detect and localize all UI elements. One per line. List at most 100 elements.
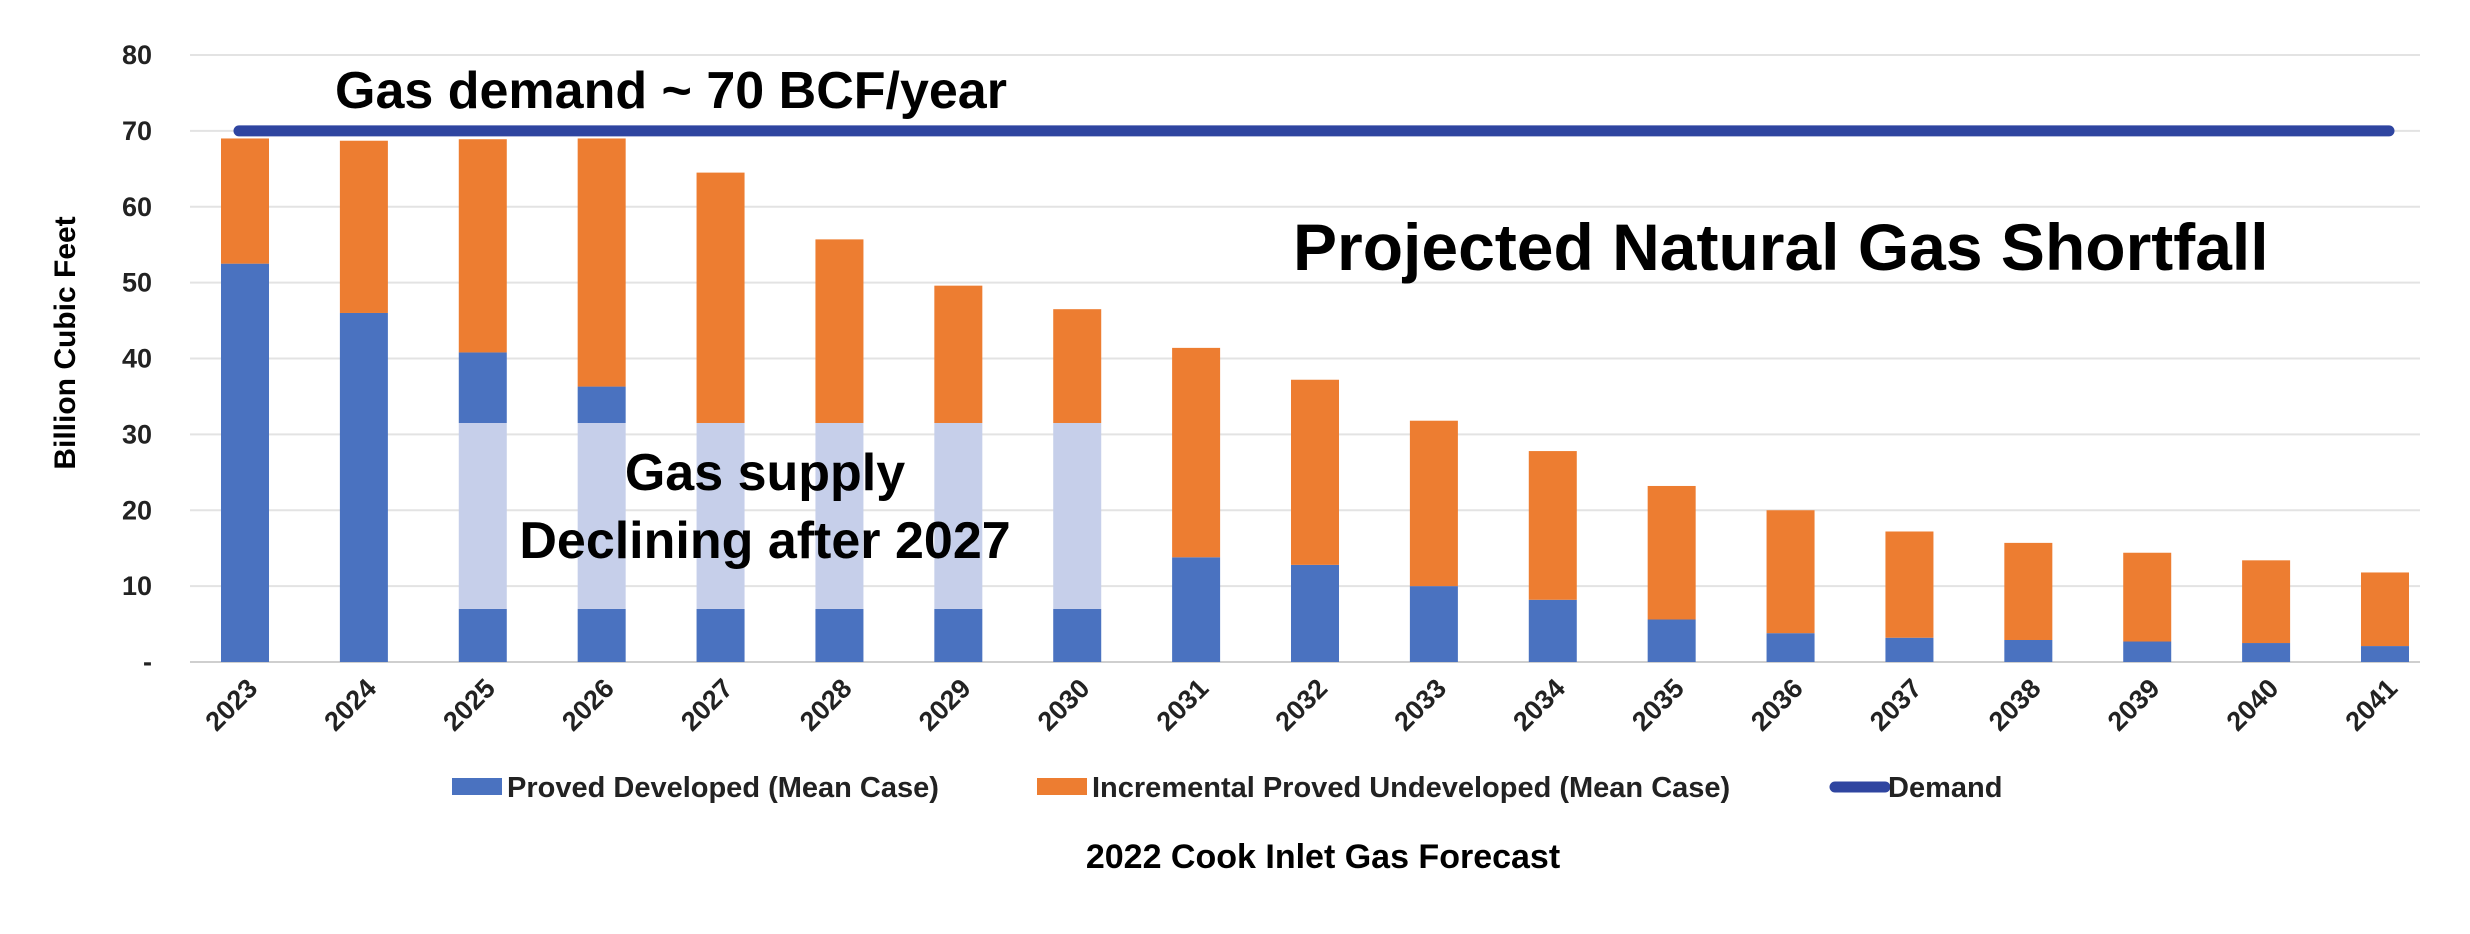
x-tick-label-2040: 2040 <box>2221 673 2285 737</box>
bar-group-2029 <box>934 285 983 662</box>
bar-incremental-pud-2030 <box>1053 309 1102 423</box>
chart-subtitle: 2022 Cook Inlet Gas Forecast <box>1086 838 1560 876</box>
bar-group-2034 <box>1528 451 1577 662</box>
legend-swatch-incremental-pud <box>1037 778 1087 795</box>
y-tick-label: 50 <box>122 268 152 298</box>
x-tick-label-2023: 2023 <box>200 673 264 737</box>
y-tick-label: 30 <box>122 419 152 449</box>
bar-incremental-pud-2039 <box>2123 552 2172 642</box>
bar-group-2026 <box>577 138 626 662</box>
bar-proved-developed-2031 <box>1172 557 1221 662</box>
bar-incremental-pud-2040 <box>2242 560 2291 644</box>
bar-incremental-pud-2033 <box>1409 420 1458 587</box>
bar-proved-developed-2032 <box>1291 564 1339 662</box>
bar-proved-developed-top-2025 <box>458 352 507 423</box>
legend-label-demand: Demand <box>1888 772 2002 804</box>
bar-incremental-pud-2025 <box>458 139 507 353</box>
y-axis-ticks: - 10 20 30 40 50 60 70 80 <box>122 40 152 677</box>
bar-proved-developed-2040 <box>2242 643 2291 662</box>
bar-incremental-pud-2031 <box>1172 347 1221 558</box>
x-tick-label-2035: 2035 <box>1626 673 1690 737</box>
bar-proved-developed-2026 <box>577 608 626 662</box>
bar-proved-developed-2039 <box>2123 641 2172 662</box>
bar-group-2041 <box>2361 572 2409 662</box>
bar-proved-developed-top-2026 <box>577 386 626 423</box>
legend-swatch-proved-developed <box>452 778 502 795</box>
bar-group-2032 <box>1291 379 1339 662</box>
bar-incremental-pud-2041 <box>2361 572 2409 647</box>
y-tick-label: - <box>143 647 152 677</box>
bar-group-2030 <box>1053 309 1102 662</box>
bar-incremental-pud-2034 <box>1528 451 1577 600</box>
bar-proved-developed-2033 <box>1409 586 1458 662</box>
x-tick-label-2039: 2039 <box>2102 673 2166 737</box>
x-tick-label-2038: 2038 <box>1983 673 2047 737</box>
legend-label-incremental-pud: Incremental Proved Undeveloped (Mean Cas… <box>1092 772 1730 804</box>
bar-proved-developed-2030 <box>1053 608 1102 662</box>
bar-incremental-pud-2038 <box>2004 542 2053 640</box>
x-tick-label-2028: 2028 <box>794 673 858 737</box>
legend-label-proved-developed: Proved Developed (Mean Case) <box>507 772 939 804</box>
x-tick-label-2025: 2025 <box>437 673 501 737</box>
bar-incremental-pud-2024 <box>339 140 388 313</box>
bar-proved-developed-2038 <box>2004 639 2053 662</box>
x-tick-label-2029: 2029 <box>913 673 977 737</box>
bar-incremental-pud-2036 <box>1766 510 1815 634</box>
y-tick-label: 70 <box>122 116 152 146</box>
bar-proved-developed-faded-2025 <box>458 422 507 609</box>
bar-group-2037 <box>1885 531 1934 662</box>
bar-group-2033 <box>1409 420 1458 662</box>
bar-proved-developed-2037 <box>1885 637 1934 662</box>
bar-proved-developed-2023 <box>221 263 269 662</box>
bar-group-2040 <box>2242 560 2291 662</box>
x-tick-label-2027: 2027 <box>675 673 739 737</box>
bar-proved-developed-faded-2026 <box>577 422 626 609</box>
x-tick-label-2024: 2024 <box>318 673 382 737</box>
bar-proved-developed-2025 <box>458 608 507 662</box>
y-tick-label: 80 <box>122 40 152 70</box>
bar-proved-developed-faded-2029 <box>934 422 983 609</box>
supply-annotation-line2: Declining after 2027 <box>519 512 1010 570</box>
y-tick-label: 10 <box>122 571 152 601</box>
gridlines <box>190 54 2420 663</box>
y-tick-label: 40 <box>122 344 152 374</box>
bar-group-2038 <box>2004 542 2053 662</box>
bar-proved-developed-2027 <box>696 608 745 662</box>
x-tick-label-2026: 2026 <box>556 673 620 737</box>
y-axis-label: Billion Cubic Feet <box>49 216 82 469</box>
bar-incremental-pud-2027 <box>696 172 745 423</box>
bar-group-2036 <box>1766 510 1815 662</box>
bar-group-2024 <box>339 140 388 662</box>
x-tick-label-2034: 2034 <box>1507 673 1571 737</box>
bar-group-2039 <box>2123 552 2172 662</box>
bar-incremental-pud-2029 <box>934 285 983 423</box>
bar-proved-developed-2041 <box>2361 646 2409 662</box>
x-tick-label-2041: 2041 <box>2340 673 2404 737</box>
bar-incremental-pud-2037 <box>1885 531 1934 638</box>
x-tick-label-2037: 2037 <box>1864 673 1928 737</box>
x-tick-label-2031: 2031 <box>1151 673 1215 737</box>
bar-proved-developed-faded-2030 <box>1053 422 1102 609</box>
bar-group-2023 <box>221 138 269 662</box>
bar-group-2035 <box>1647 485 1696 662</box>
y-tick-label: 60 <box>122 192 152 222</box>
bar-group-2025 <box>458 139 507 662</box>
bar-proved-developed-faded-2028 <box>815 422 864 609</box>
bar-incremental-pud-2026 <box>577 138 626 387</box>
demand-annotation: Gas demand ~ 70 BCF/year <box>335 62 1007 120</box>
bar-proved-developed-2024 <box>339 312 388 662</box>
bar-incremental-pud-2023 <box>221 138 269 264</box>
bar-group-2028 <box>815 239 864 662</box>
bar-proved-developed-2029 <box>934 608 983 662</box>
supply-annotation-line1: Gas supply <box>625 444 905 502</box>
bar-proved-developed-2035 <box>1647 619 1696 662</box>
bar-proved-developed-faded-2027 <box>696 422 745 609</box>
x-tick-label-2036: 2036 <box>1745 673 1809 737</box>
chart-title: Projected Natural Gas Shortfall <box>1293 210 2269 284</box>
x-tick-label-2030: 2030 <box>1032 673 1096 737</box>
bars <box>221 138 2409 662</box>
x-tick-label-2032: 2032 <box>1270 673 1334 737</box>
bar-proved-developed-2036 <box>1766 633 1815 662</box>
bar-group-2027 <box>696 172 745 662</box>
